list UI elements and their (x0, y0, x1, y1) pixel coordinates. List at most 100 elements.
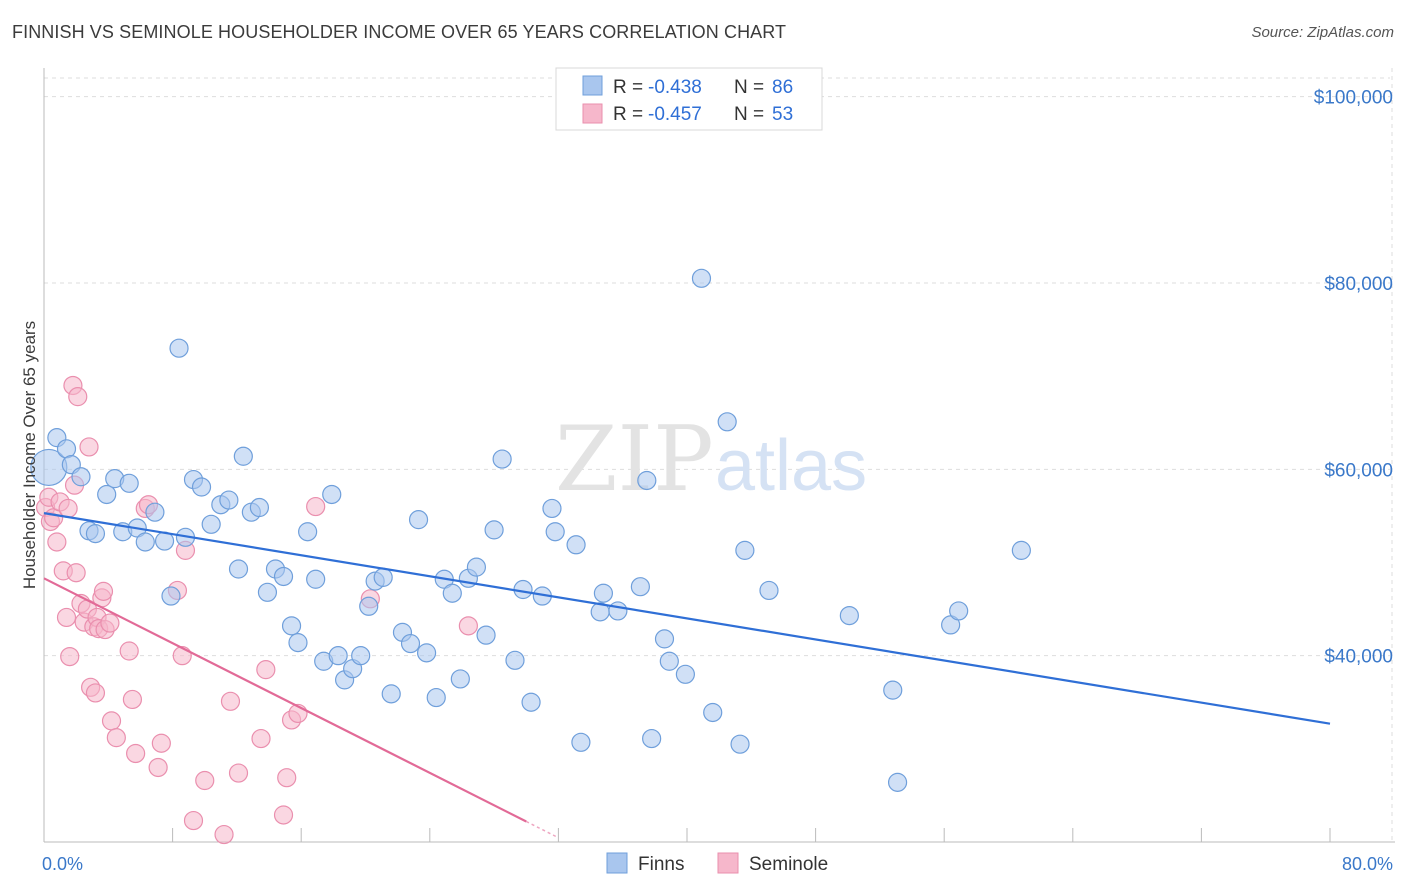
finns-point (759, 580, 779, 601)
x-tick-label-min: 0.0% (42, 854, 83, 874)
seminole-point (106, 728, 126, 748)
seminole-point (47, 532, 67, 552)
finns-point (328, 646, 348, 666)
seminole-point (277, 768, 297, 788)
finns-point (288, 633, 308, 653)
finns-point (273, 566, 294, 587)
y-tick-labels: $100,000 $80,000 $60,000 $40,000 (1314, 88, 1393, 668)
finns-point (233, 446, 253, 466)
finns-point (201, 514, 221, 534)
bottom-legend-seminole-label: Seminole (749, 854, 828, 875)
seminole-point (273, 805, 294, 825)
finns-points (30, 268, 1031, 792)
finns-point (484, 520, 504, 540)
finns-point (298, 522, 318, 542)
finns-point (505, 650, 525, 670)
seminole-point (79, 437, 99, 457)
watermark-zip: ZIP (555, 407, 714, 512)
finns-point (408, 510, 429, 530)
bottom-legend-finns-swatch (606, 852, 628, 874)
seminole-point (60, 646, 80, 667)
finns-point (1011, 540, 1031, 560)
legend-seminole-r-value: -0.457 (648, 104, 702, 125)
finns-point (219, 490, 239, 510)
legend-finns-n-value: 86 (772, 77, 793, 98)
seminole-point (56, 607, 77, 628)
finns-point (71, 467, 91, 487)
y-axis-label: Householder Income Over 65 years (20, 321, 39, 589)
y-tick-label: $40,000 (1324, 647, 1393, 668)
seminole-point (93, 581, 114, 601)
finns-point (571, 732, 591, 752)
finns-point (373, 567, 393, 587)
trend-lines (43, 512, 1331, 839)
finns-point (56, 439, 77, 459)
seminole-point (100, 613, 120, 633)
seminole-trendline (43, 577, 527, 823)
finns-point (322, 484, 342, 505)
seminole-point (122, 689, 143, 710)
seminole-trendline-extension (525, 820, 559, 839)
seminole-point (151, 733, 171, 753)
legend-finns-r-label: R = (613, 77, 643, 98)
finns-point (839, 605, 859, 626)
watermark-atlas: atlas (715, 426, 867, 506)
finns-point (654, 629, 675, 649)
seminole-point (101, 711, 122, 731)
finns-point (97, 484, 117, 505)
finns-trendline (43, 512, 1331, 725)
finns-point (608, 601, 628, 621)
finns-point (691, 268, 712, 288)
x-tick-label-max: 80.0% (1342, 854, 1393, 874)
finns-point (642, 728, 662, 749)
y-tick-label: $100,000 (1314, 88, 1393, 109)
seminole-point (172, 646, 192, 666)
finns-point (119, 473, 139, 493)
x-tick-labels: 0.0% 80.0% (42, 854, 1393, 874)
legend: R = -0.438 N = 86 R = -0.457 N = 53 (555, 67, 823, 131)
finns-point (442, 583, 462, 603)
seminole-point (228, 763, 249, 783)
finns-point (426, 687, 446, 708)
finns-point (359, 596, 379, 616)
finns-point (228, 559, 249, 579)
seminole-point (85, 683, 106, 703)
legend-seminole-n-label: N = (734, 104, 764, 125)
bottom-legend-finns-label: Finns (638, 854, 684, 875)
legend-finns-swatch (582, 75, 603, 96)
finns-point (306, 569, 326, 589)
finns-point (169, 338, 189, 358)
finns-point (161, 586, 181, 606)
finns-point (659, 651, 679, 671)
finns-point (637, 470, 657, 491)
seminole-point (306, 496, 326, 517)
seminole-point (58, 498, 78, 519)
finns-point (545, 522, 565, 542)
finns-point (703, 702, 723, 723)
finns-point (730, 734, 750, 754)
finns-point (381, 684, 401, 704)
seminole-point (183, 810, 204, 831)
finns-point (466, 557, 487, 577)
finns-point (542, 498, 562, 519)
seminole-point (68, 387, 88, 407)
finns-point (492, 449, 512, 469)
bottom-legend: Finns Seminole (606, 852, 828, 875)
legend-finns-r-value: -0.438 (648, 77, 702, 98)
finns-point (416, 643, 437, 663)
finns-point (735, 540, 755, 560)
finns-point (145, 502, 165, 522)
finns-point (887, 772, 908, 792)
legend-seminole-n-value: 53 (772, 104, 793, 125)
seminole-point (214, 824, 234, 845)
seminole-point (66, 563, 86, 583)
seminole-point (458, 616, 478, 636)
legend-seminole-swatch (582, 103, 603, 124)
finns-point (281, 616, 302, 636)
seminole-point (220, 691, 241, 711)
finns-point (675, 664, 695, 684)
y-tick-label: $60,000 (1324, 460, 1393, 481)
finns-point (85, 524, 106, 544)
finns-point (630, 577, 650, 597)
